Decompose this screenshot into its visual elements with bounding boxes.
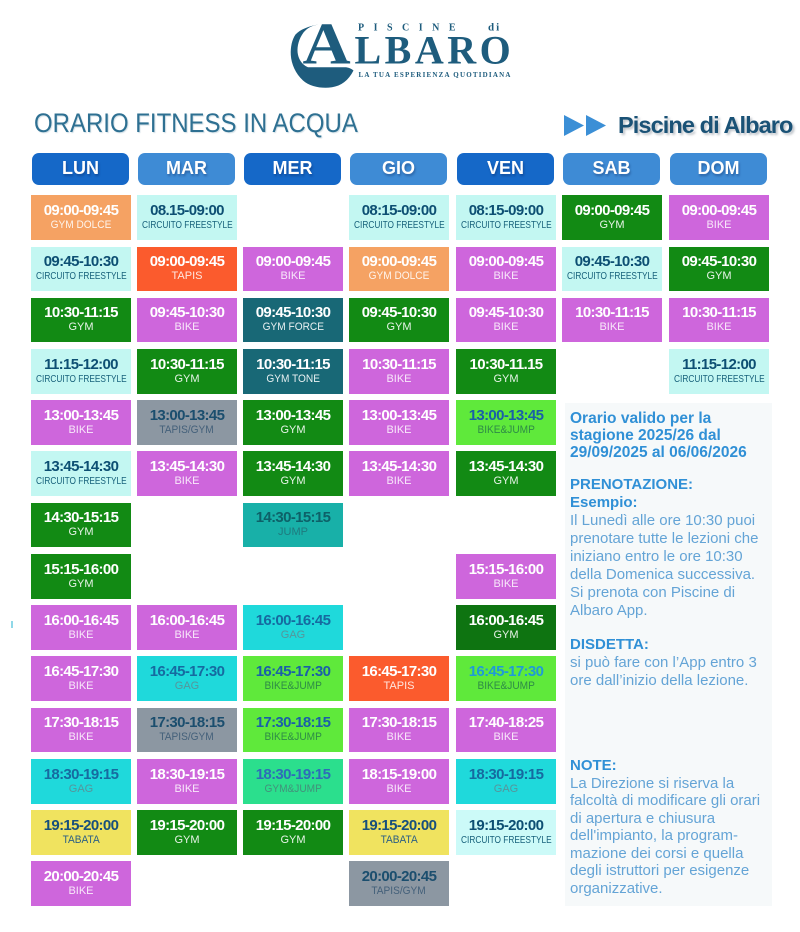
svg-text:PISCINE: PISCINE — [358, 23, 465, 34]
svg-text:LBARO: LBARO — [355, 28, 515, 73]
svg-text:A: A — [303, 11, 351, 77]
svg-text:di: di — [488, 22, 501, 34]
svg-text:LA TUA ESPERIENZA QUOTIDIANA: LA TUA ESPERIENZA QUOTIDIANA — [359, 71, 512, 79]
